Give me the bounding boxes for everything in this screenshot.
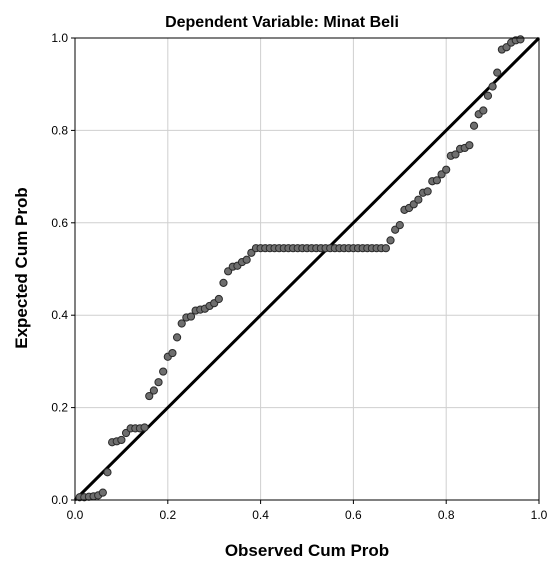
reference-line-group — [73, 36, 541, 502]
y-tick-label: 0.8 — [51, 123, 68, 137]
data-point — [172, 333, 182, 342]
data-point — [381, 244, 390, 253]
data-point — [493, 68, 502, 77]
x-tick-label: 0.4 — [252, 508, 269, 522]
reference-line — [73, 36, 541, 502]
data-point — [214, 294, 223, 304]
data-point — [423, 187, 432, 196]
data-point — [414, 195, 423, 204]
data-point — [154, 378, 163, 387]
y-axis-ticks: 0.0 0.2 0.4 0.6 0.8 1.0 — [51, 31, 75, 507]
x-tick-label: 1.0 — [531, 508, 548, 522]
data-point — [177, 319, 186, 328]
y-tick-label: 1.0 — [51, 31, 68, 45]
x-tick-label: 0.8 — [438, 508, 455, 522]
x-tick-label: 0.2 — [159, 508, 176, 522]
data-point — [149, 386, 158, 395]
data-point — [442, 165, 451, 174]
data-point — [145, 391, 154, 401]
data-point — [479, 106, 488, 115]
data-point — [242, 255, 251, 264]
y-axis-label: Expected Cum Prob — [12, 187, 31, 349]
x-tick-label: 0.0 — [67, 508, 84, 522]
data-point — [488, 82, 497, 91]
x-tick-label: 0.6 — [345, 508, 362, 522]
data-point — [159, 367, 168, 376]
data-point — [516, 35, 525, 44]
x-axis-ticks: 0.0 0.2 0.4 0.6 0.8 1.0 — [67, 500, 548, 522]
data-point — [117, 435, 126, 445]
y-tick-label: 0.0 — [51, 493, 68, 507]
y-tick-label: 0.2 — [51, 401, 68, 415]
data-point — [465, 141, 474, 150]
data-point — [186, 312, 196, 321]
data-points — [75, 35, 525, 502]
x-axis-label: Observed Cum Prob — [225, 541, 389, 560]
data-point — [98, 488, 107, 497]
data-point — [432, 176, 442, 185]
data-point — [386, 236, 395, 245]
data-point — [483, 91, 493, 100]
data-point — [395, 221, 404, 230]
plot-frame — [74, 37, 540, 501]
data-point — [140, 423, 149, 432]
data-point — [168, 348, 177, 358]
data-point — [219, 278, 228, 287]
y-tick-label: 0.6 — [51, 216, 68, 230]
data-point — [451, 150, 460, 159]
y-tick-label: 0.4 — [51, 308, 68, 322]
chart-title: Dependent Variable: Minat Beli — [165, 14, 399, 31]
data-point — [469, 121, 479, 130]
data-point — [103, 468, 112, 477]
